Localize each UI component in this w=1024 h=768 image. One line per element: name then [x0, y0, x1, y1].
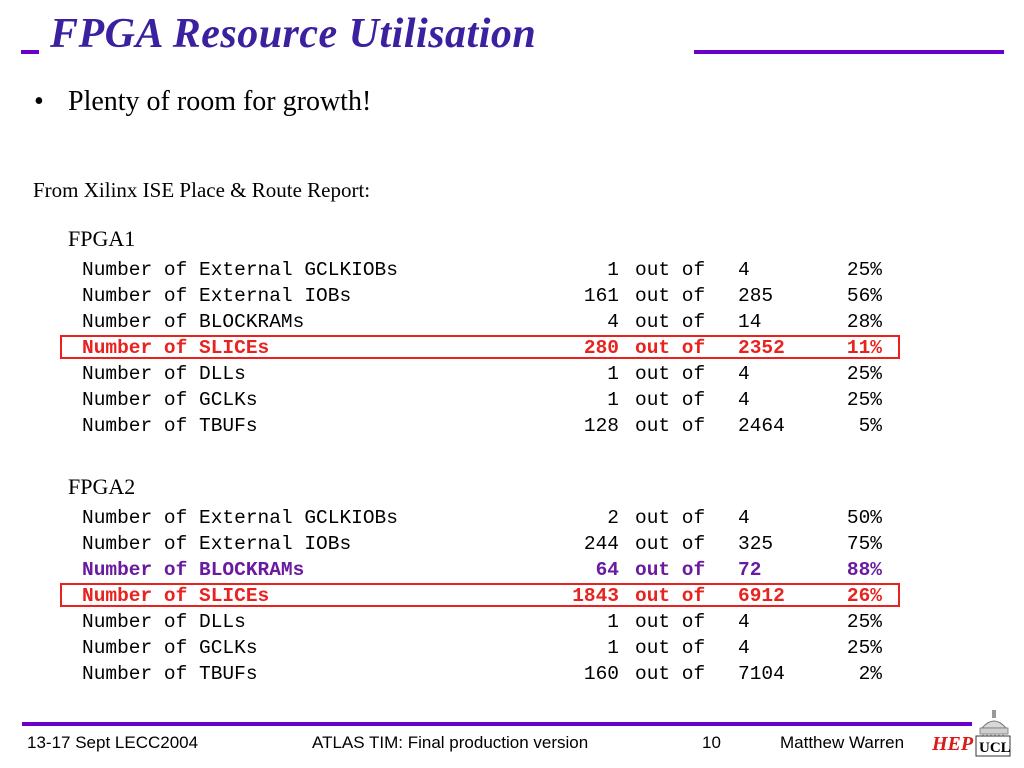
cell-pct: 25% — [846, 389, 882, 411]
cell-outof: out of — [635, 363, 706, 385]
cell-used: 1 — [607, 259, 619, 281]
fpga2-heading: FPGA2 — [68, 474, 136, 499]
cell-used: 128 — [583, 415, 619, 437]
footer-date: 13-17 Sept LECC2004 — [27, 733, 199, 752]
cell-total: 2464 — [738, 415, 785, 437]
cell-outof: out of — [635, 585, 706, 607]
cell-pct: 25% — [846, 637, 882, 659]
cell-total: 4 — [738, 389, 750, 411]
cell-used: 1 — [607, 611, 619, 633]
cell-outof: out of — [635, 389, 706, 411]
cell-pct: 50% — [846, 507, 882, 529]
cell-pct: 25% — [846, 611, 882, 633]
cell-outof: out of — [635, 311, 706, 333]
cell-total: 6912 — [738, 585, 785, 607]
cell-pct: 2% — [858, 663, 882, 685]
cell-total: 4 — [738, 637, 750, 659]
bullet-point: • Plenty of room for growth! — [34, 86, 371, 118]
fpga2-slices-highlight-box — [60, 583, 900, 607]
cell-used: 1843 — [572, 585, 619, 607]
cell-outof: out of — [635, 415, 706, 437]
cell-outof: out of — [635, 611, 706, 633]
cell-used: 1 — [607, 637, 619, 659]
cell-label: Number of External IOBs — [82, 533, 352, 555]
cell-used: 64 — [595, 559, 619, 581]
slide-title: FPGA Resource Utilisation — [50, 11, 537, 57]
cell-label: Number of TBUFs — [82, 415, 258, 437]
svg-text:HEP: HEP — [931, 733, 974, 755]
cell-label: Number of GCLKs — [82, 637, 258, 659]
cell-label: Number of External GCLKIOBs — [82, 259, 398, 281]
hep-ucl-logo: HEP UCL — [931, 710, 1011, 757]
bullet-text: Plenty of room for growth! — [68, 86, 372, 117]
cell-pct: 75% — [846, 533, 882, 555]
footer-page-number: 10 — [702, 733, 721, 752]
cell-label: Number of GCLKs — [82, 389, 258, 411]
cell-label: Number of BLOCKRAMs — [82, 311, 305, 333]
cell-pct: 26% — [846, 585, 882, 607]
svg-text:UCL: UCL — [979, 740, 1011, 756]
report-intro: From Xilinx ISE Place & Route Report: — [33, 178, 371, 202]
title-underline-left — [21, 50, 39, 54]
fpga1-slices-highlight-box — [60, 335, 900, 359]
cell-total: 4 — [738, 259, 750, 281]
cell-total: 285 — [738, 285, 774, 307]
cell-label: Number of TBUFs — [82, 663, 258, 685]
cell-pct: 56% — [846, 285, 882, 307]
footer-divider — [22, 722, 972, 726]
cell-label: Number of SLICEs — [82, 585, 270, 607]
cell-used: 160 — [583, 663, 619, 685]
cell-pct: 5% — [858, 415, 882, 437]
footer-author: Matthew Warren — [780, 733, 905, 752]
cell-outof: out of — [635, 259, 706, 281]
cell-total: 72 — [738, 559, 762, 581]
cell-total: 7104 — [738, 663, 785, 685]
cell-total: 2352 — [738, 337, 785, 359]
cell-pct: 88% — [846, 559, 882, 581]
cell-pct: 28% — [846, 311, 882, 333]
cell-used: 4 — [607, 311, 619, 333]
cell-used: 2 — [607, 507, 619, 529]
cell-total: 325 — [738, 533, 774, 555]
bullet-icon: • — [34, 86, 44, 117]
cell-pct: 25% — [846, 363, 882, 385]
cell-pct: 25% — [846, 259, 882, 281]
cell-outof: out of — [635, 507, 706, 529]
cell-outof: out of — [635, 559, 706, 581]
cell-outof: out of — [635, 337, 706, 359]
cell-total: 4 — [738, 611, 750, 633]
cell-total: 14 — [738, 311, 762, 333]
cell-outof: out of — [635, 637, 706, 659]
cell-label: Number of External GCLKIOBs — [82, 507, 398, 529]
cell-label: Number of SLICEs — [82, 337, 270, 359]
fpga1-heading: FPGA1 — [68, 226, 136, 251]
cell-used: 1 — [607, 363, 619, 385]
cell-total: 4 — [738, 507, 750, 529]
cell-outof: out of — [635, 285, 706, 307]
cell-label: Number of DLLs — [82, 611, 246, 633]
title-underline-right — [694, 50, 1004, 54]
cell-used: 1 — [607, 389, 619, 411]
cell-pct: 11% — [846, 337, 882, 359]
footer-talk-title: ATLAS TIM: Final production version — [312, 733, 589, 752]
cell-label: Number of DLLs — [82, 363, 246, 385]
cell-used: 280 — [583, 337, 619, 359]
cell-used: 161 — [583, 285, 619, 307]
cell-total: 4 — [738, 363, 750, 385]
cell-outof: out of — [635, 663, 706, 685]
cell-outof: out of — [635, 533, 706, 555]
cell-used: 244 — [583, 533, 619, 555]
cell-label: Number of BLOCKRAMs — [82, 559, 305, 581]
cell-label: Number of External IOBs — [82, 285, 352, 307]
